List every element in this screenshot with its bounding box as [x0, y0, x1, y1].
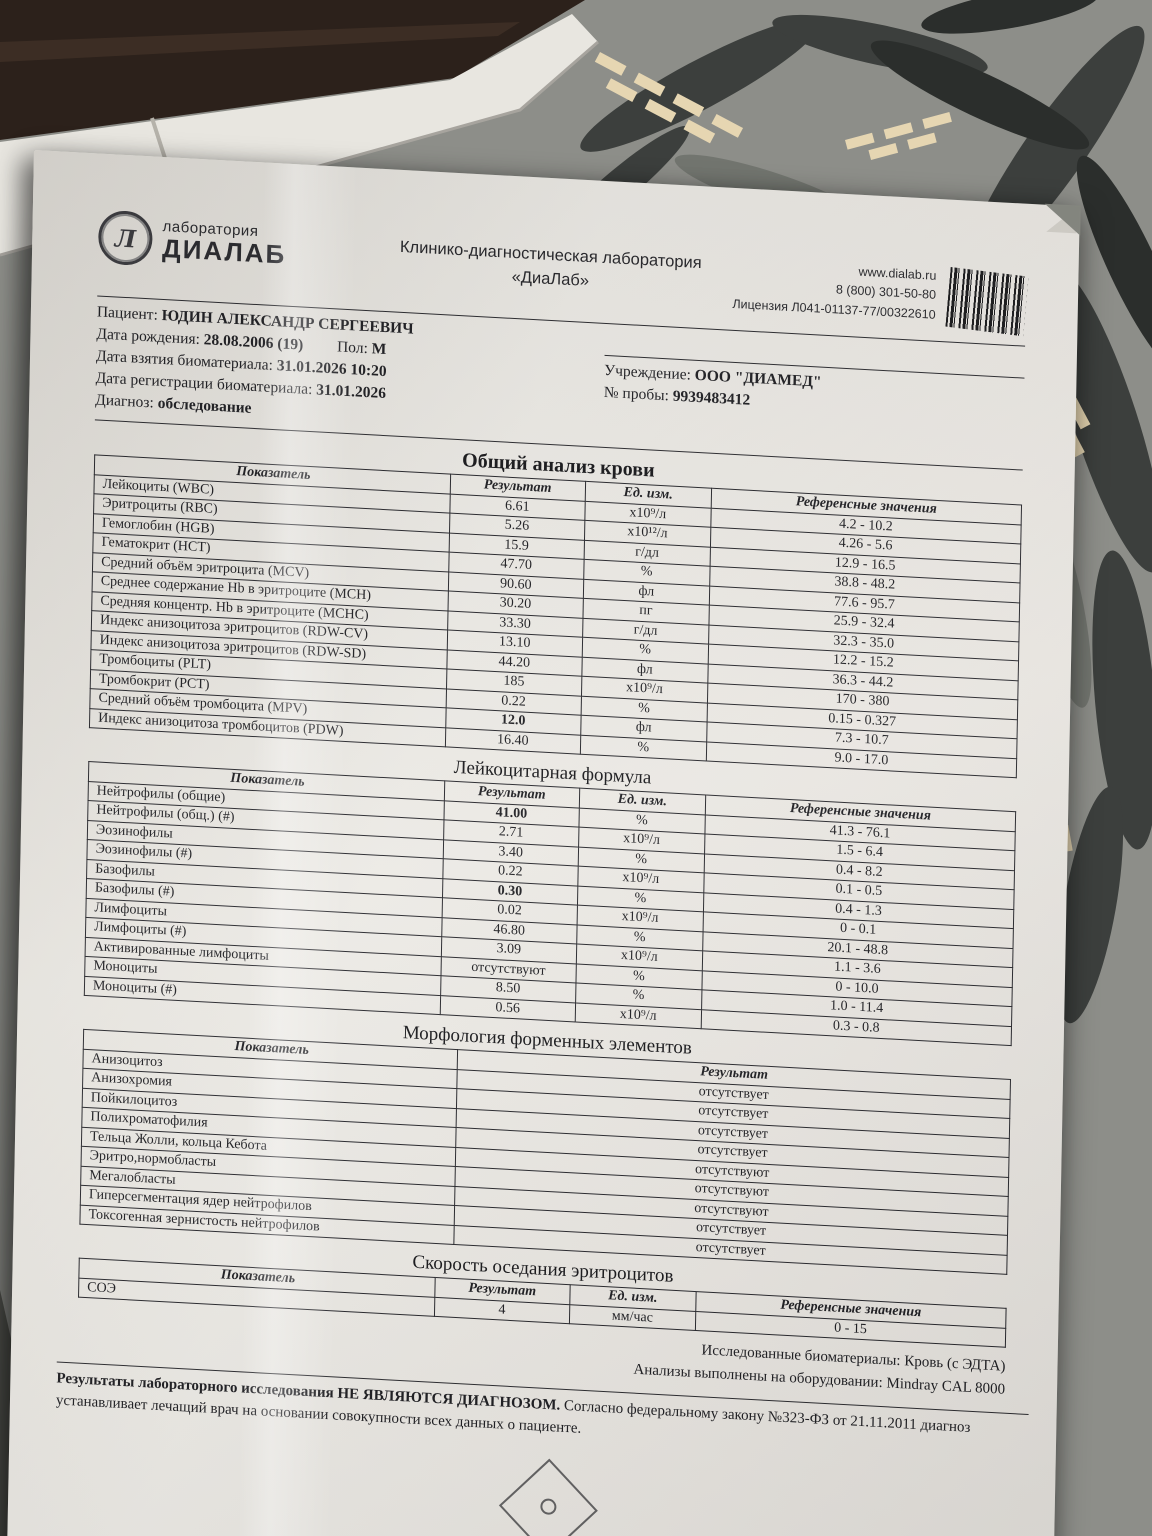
document-content: Л лаборатория ДИАЛАБ Клинико-диагностиче…: [55, 209, 1029, 1465]
lab-title: Клинико-диагностическая лаборатория «Диа…: [368, 234, 734, 302]
stamp-mark-icon: [498, 1458, 598, 1536]
diagnosis-label: Диагноз:: [95, 391, 155, 412]
diagnosis-value: обследование: [157, 394, 252, 417]
patient-left-column: Пациент: ЮДИН АЛЕКСАНДР СЕРГЕЕВИЧ Дата р…: [95, 301, 605, 438]
institution-label: Учреждение:: [604, 361, 692, 384]
logo-word-bottom: ДИАЛАБ: [161, 232, 287, 270]
contact-lines: www.dialab.ru 8 (800) 301-50-80 Лицензия…: [732, 256, 936, 325]
birth-label: Дата рождения:: [96, 325, 201, 349]
palm-leaves-darker-icon: [870, 0, 1152, 375]
sex-label: Пол:: [336, 338, 369, 358]
cbc-table: Показатель Результат Ед. изм. Референсные з…: [89, 454, 1022, 778]
header-contacts: www.dialab.ru 8 (800) 301-50-80 Лицензия…: [732, 256, 1029, 337]
corner-fold-fabric: [1044, 203, 1081, 236]
sample-no-label: № пробы:: [603, 383, 670, 405]
sex-value: М: [371, 340, 387, 359]
registration-value: 31.01.2026: [316, 381, 387, 403]
paper-sheet: Л лаборатория ДИАЛАБ Клинико-диагностиче…: [5, 150, 1081, 1536]
wood-grain: [0, 22, 520, 62]
logo-letter: Л: [114, 222, 137, 254]
patient-name-label: Пациент:: [96, 303, 159, 324]
dialab-logo-icon: Л: [97, 209, 153, 267]
logo-text: лаборатория ДИАЛАБ: [161, 218, 287, 270]
sampling-value: 31.01.2026 10:20: [276, 357, 387, 381]
patient-right-column: Учреждение: ООО "ДИАМЕД" № пробы: 993948…: [603, 354, 1025, 427]
lab-logo: Л лаборатория ДИАЛАБ: [97, 209, 369, 279]
barcode-icon: [945, 266, 1029, 337]
section-leukocyte-formula: Лейкоцитарная формула Показатель Результа…: [84, 737, 1017, 1046]
section-cbc: Общий анализ крови Показатель Результат Ед…: [89, 429, 1023, 778]
birth-value: 28.08.2006 (19): [203, 331, 304, 354]
leukocyte-table: Показатель Результат Ед. изм. Референсные з…: [84, 761, 1016, 1046]
section-morphology: Морфология форменных элементов Показател…: [79, 1005, 1011, 1275]
sample-no-value: 9939483412: [672, 387, 751, 409]
